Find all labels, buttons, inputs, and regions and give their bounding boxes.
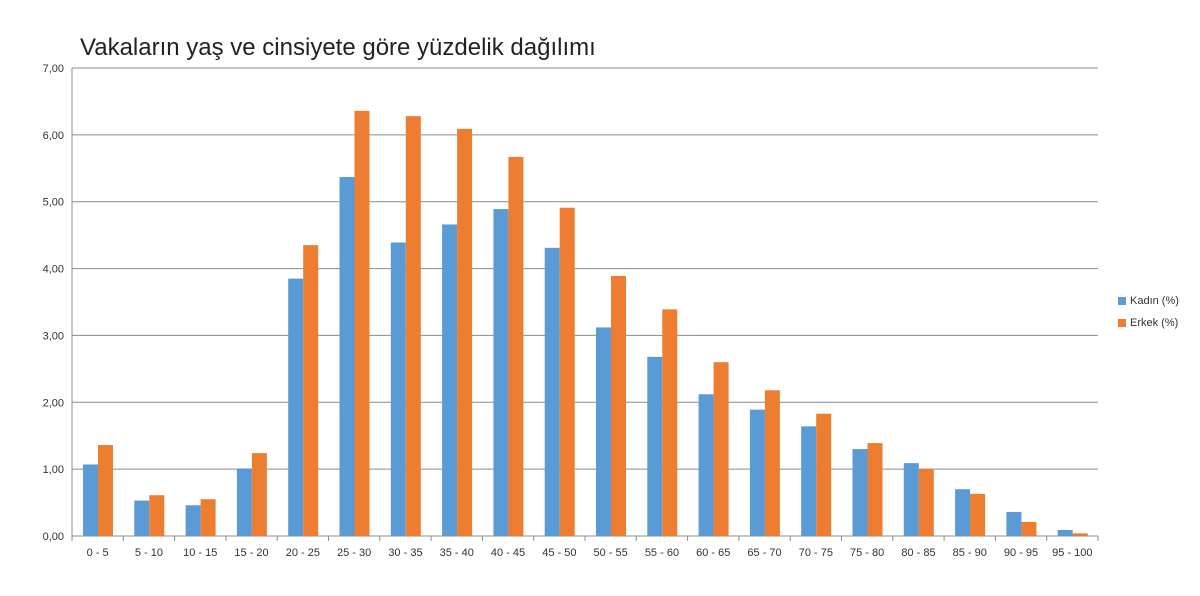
x-tick-label: 90 - 95	[1004, 547, 1038, 559]
bar-erkek	[662, 309, 678, 536]
x-tick-label: 45 - 50	[542, 547, 576, 559]
bar-kadin	[698, 394, 714, 536]
bar-kadin	[852, 449, 868, 536]
bar-kadin	[544, 247, 560, 537]
bar-erkek	[457, 128, 473, 536]
bar-erkek	[1021, 521, 1037, 536]
x-tick-label: 60 - 65	[696, 547, 730, 559]
legend-label-kadin: Kadın (%)	[1130, 295, 1179, 307]
bar-erkek	[149, 495, 165, 536]
legend-swatch-kadin	[1118, 297, 1126, 305]
x-tick-label: 80 - 85	[901, 547, 935, 559]
bar-kadin	[442, 224, 458, 536]
bar-kadin	[493, 209, 509, 536]
y-tick-label: 2,00	[43, 397, 64, 409]
bar-kadin	[134, 500, 150, 536]
x-tick-label: 40 - 45	[491, 547, 525, 559]
x-tick-label: 10 - 15	[183, 547, 217, 559]
bar-erkek	[98, 445, 113, 536]
x-tick-label: 25 - 30	[337, 547, 371, 559]
y-tick-label: 4,00	[43, 264, 64, 276]
bar-erkek	[970, 493, 986, 536]
x-tick-label: 20 - 25	[286, 547, 320, 559]
y-tick-label: 1,00	[43, 464, 64, 476]
bar-erkek	[867, 443, 883, 536]
bar-erkek	[764, 390, 780, 536]
bar-kadin	[1006, 511, 1022, 536]
y-tick-label: 3,00	[43, 330, 64, 342]
x-tick-label: 15 - 20	[234, 547, 268, 559]
bar-erkek	[713, 362, 729, 536]
bar-erkek	[816, 413, 832, 536]
bar-kadin	[749, 409, 765, 536]
bar-kadin	[647, 356, 663, 536]
bar-kadin	[236, 468, 252, 536]
bar-kadin	[390, 242, 406, 537]
x-tick-label: 85 - 90	[953, 547, 987, 559]
legend-swatch-erkek	[1118, 319, 1126, 327]
chart-title: Vakaların yaş ve cinsiyete göre yüzdelik…	[80, 34, 596, 61]
bar-erkek	[559, 207, 575, 536]
x-tick-label: 55 - 60	[645, 547, 679, 559]
bar-erkek	[354, 110, 370, 536]
y-tick-label: 0,00	[43, 531, 64, 543]
bar-erkek	[918, 469, 934, 536]
x-tick-label: 50 - 55	[594, 547, 628, 559]
bar-erkek	[303, 245, 319, 536]
x-tick-label: 35 - 40	[440, 547, 474, 559]
y-tick-label: 5,00	[43, 197, 64, 209]
y-tick-label: 7,00	[43, 63, 64, 75]
legend-item-kadin: Kadın (%)	[1118, 290, 1179, 312]
bar-kadin	[801, 426, 817, 536]
bar-erkek	[200, 499, 216, 536]
bar-erkek	[405, 116, 421, 536]
bar-kadin	[185, 505, 201, 536]
x-tick-label: 75 - 80	[850, 547, 884, 559]
x-tick-label: 0 - 5	[87, 547, 109, 559]
bar-kadin	[288, 278, 304, 536]
bar-kadin	[955, 489, 971, 536]
legend-item-erkek: Erkek (%)	[1118, 312, 1179, 334]
bar-kadin	[903, 463, 919, 536]
x-tick-label: 95 - 100	[1052, 547, 1092, 559]
x-tick-label: 65 - 70	[747, 547, 781, 559]
bar-kadin	[596, 327, 611, 536]
bar-erkek	[611, 275, 626, 536]
x-tick-label: 5 - 10	[135, 547, 163, 559]
bar-kadin	[83, 464, 98, 536]
bar-erkek	[251, 453, 267, 536]
bar-erkek	[508, 156, 524, 537]
bar-kadin	[339, 176, 355, 536]
bar-erkek	[1072, 533, 1088, 536]
x-tick-label: 30 - 35	[388, 547, 422, 559]
y-tick-label: 6,00	[43, 130, 64, 142]
legend: Kadın (%) Erkek (%)	[1118, 290, 1179, 334]
x-tick-label: 70 - 75	[799, 547, 833, 559]
legend-label-erkek: Erkek (%)	[1130, 317, 1179, 329]
bar-kadin	[1057, 529, 1073, 536]
